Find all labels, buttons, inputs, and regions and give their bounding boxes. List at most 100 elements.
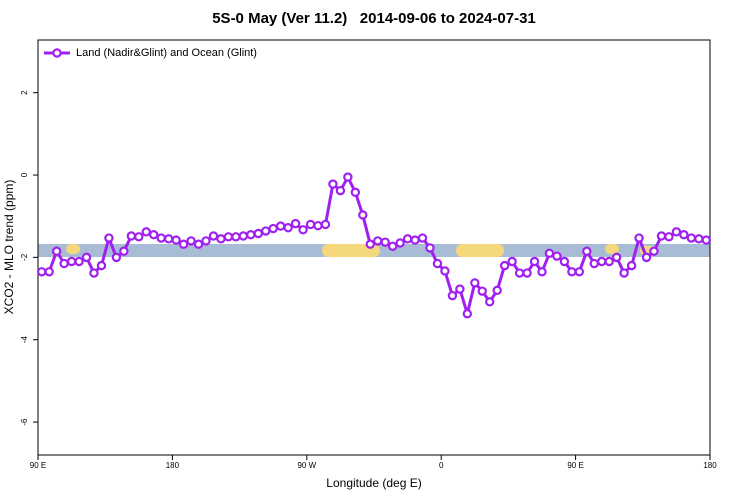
data-point	[350, 187, 361, 198]
plot-frame	[37, 39, 711, 456]
data-point	[37, 267, 47, 277]
data-point	[559, 256, 570, 267]
data-point	[485, 297, 495, 307]
data-point	[567, 267, 577, 277]
data-point	[365, 239, 375, 249]
data-point	[358, 210, 368, 220]
data-point	[283, 223, 293, 233]
data-point	[440, 266, 450, 276]
data-point	[178, 239, 189, 249]
legend-marker	[52, 48, 62, 58]
data-point	[223, 232, 234, 242]
data-point	[141, 227, 151, 237]
data-point	[246, 230, 256, 240]
data-point	[462, 309, 473, 319]
data-point	[552, 251, 562, 261]
x-tick-label: 180	[166, 461, 180, 470]
data-point	[447, 290, 458, 301]
land-patch	[605, 244, 619, 254]
data-point	[111, 252, 122, 263]
data-point	[582, 246, 592, 256]
data-point	[589, 258, 599, 269]
y-tick-label: 0	[20, 172, 29, 177]
data-point	[597, 256, 607, 267]
data-point	[507, 256, 517, 267]
data-point	[574, 267, 585, 277]
data-point	[313, 220, 323, 231]
data-point	[514, 268, 525, 278]
data-point	[649, 246, 659, 256]
data-point	[268, 223, 278, 234]
data-point	[335, 185, 346, 196]
data-point	[686, 233, 697, 243]
x-tick-label: 90 E	[567, 461, 583, 470]
data-point	[619, 268, 629, 278]
y-tick-label: -4	[20, 336, 29, 344]
data-point	[51, 246, 62, 256]
data-point	[261, 226, 271, 236]
data-point	[492, 285, 502, 296]
data-point	[134, 232, 144, 242]
data-point	[387, 241, 398, 251]
y-axis-label: XCO2 - MLO trend (ppm)	[2, 180, 16, 315]
data-point	[119, 246, 129, 256]
data-point	[149, 230, 159, 240]
data-point	[626, 260, 637, 271]
data-point	[290, 218, 301, 229]
data-point	[126, 231, 137, 241]
data-point	[529, 256, 540, 267]
land-patch	[456, 244, 504, 257]
y-tick-label: 2	[20, 90, 29, 95]
data-point	[701, 235, 711, 245]
data-point	[59, 258, 69, 269]
x-axis-label: Longitude (deg E)	[326, 476, 421, 490]
data-point	[208, 231, 219, 241]
y-tick-label: -2	[20, 253, 29, 261]
legend-label: Land (Nadir&Glint) and Ocean (Glint)	[76, 47, 257, 59]
data-point	[522, 268, 532, 278]
chart-title: 5S-0 May (Ver 11.2) 2014-09-06 to 2024-0…	[212, 10, 536, 27]
data-point	[455, 284, 465, 294]
data-point	[611, 252, 622, 263]
data-point	[96, 260, 107, 271]
data-point	[156, 233, 166, 243]
data-point	[671, 227, 682, 237]
land-patch	[66, 244, 80, 254]
data-point	[89, 268, 99, 278]
data-point	[477, 286, 487, 296]
data-point	[81, 252, 92, 263]
data-point	[679, 230, 689, 240]
data-point	[432, 258, 443, 269]
data-point	[417, 233, 428, 243]
data-point	[320, 219, 331, 230]
data-point	[499, 260, 510, 271]
data-point	[343, 172, 353, 182]
x-tick-label: 90 W	[297, 461, 316, 470]
data-point	[171, 235, 181, 245]
data-point	[231, 232, 241, 242]
data-point	[373, 236, 383, 246]
data-point	[395, 238, 405, 248]
data-point	[104, 233, 114, 243]
y-tick-label: -6	[20, 418, 29, 426]
data-point	[656, 231, 667, 241]
data-point	[298, 225, 308, 235]
data-point	[238, 231, 249, 241]
data-point	[163, 234, 174, 244]
data-point	[544, 248, 555, 258]
data-point	[186, 236, 196, 246]
data-point	[694, 234, 704, 244]
data-point	[193, 239, 204, 249]
data-point	[44, 267, 54, 277]
data-point	[275, 221, 286, 231]
data-point	[664, 232, 674, 242]
data-point	[641, 252, 652, 263]
data-point	[410, 235, 420, 245]
data-point	[634, 233, 644, 243]
x-tick-label: 0	[439, 461, 444, 470]
data-point	[74, 256, 84, 267]
data-point	[380, 237, 390, 247]
data-point	[305, 219, 316, 230]
data-point	[604, 256, 614, 267]
